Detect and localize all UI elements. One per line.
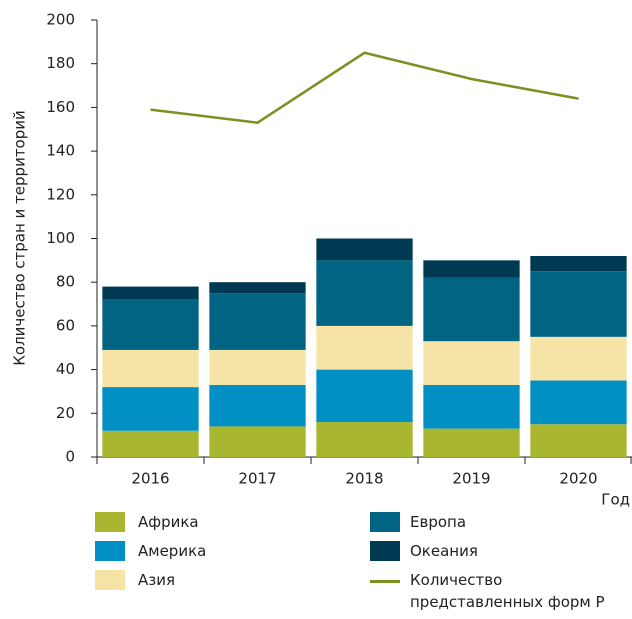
bar-segment: [423, 428, 520, 457]
bar-segment: [102, 299, 199, 350]
x-tick-label: 2016: [131, 470, 169, 488]
x-tick-label: 2018: [345, 470, 383, 488]
y-tick-label: 20: [56, 404, 75, 422]
bar-segment: [209, 293, 306, 350]
bar-segment: [423, 260, 520, 278]
y-tick-label: 180: [46, 54, 75, 72]
line-series: [150, 51, 579, 124]
bar-segment: [316, 325, 413, 370]
bar-segment: [209, 426, 306, 457]
legend-label: Азия: [138, 571, 176, 589]
y-tick-label: 60: [56, 316, 75, 334]
bar-segment: [102, 387, 199, 431]
y-tick-label: 100: [46, 229, 75, 247]
legend-label: Океания: [410, 542, 478, 560]
y-tick-label: 80: [56, 273, 75, 291]
legend-label: Европа: [410, 513, 467, 531]
bar-segment: [530, 424, 627, 457]
bar-segment: [530, 380, 627, 425]
bar-segment: [423, 277, 520, 342]
legend-label: Америка: [138, 542, 207, 560]
y-tick-label: 140: [46, 142, 75, 160]
bar-segment: [209, 349, 306, 385]
bar-segment: [316, 422, 413, 457]
bar-segment: [102, 430, 199, 457]
bar-segment: [102, 286, 199, 300]
y-tick-label: 0: [65, 448, 75, 466]
bar-segment: [102, 349, 199, 388]
bar-segment: [209, 384, 306, 427]
bar-segment: [530, 336, 627, 381]
bar-segment: [530, 271, 627, 337]
bar-segment: [423, 384, 520, 429]
bar-segment: [530, 255, 627, 272]
legend-label: Количество представленных форм Р: [410, 571, 605, 611]
y-tick-label: 40: [56, 360, 75, 378]
legend-swatch: [95, 570, 125, 590]
legend-swatch: [370, 512, 400, 532]
bar-segment: [316, 369, 413, 423]
legend-swatch: [370, 580, 400, 583]
legend-swatch: [95, 512, 125, 532]
legend-swatch: [95, 541, 125, 561]
legend-label: Африка: [138, 513, 199, 531]
x-tick-label: 2019: [452, 470, 490, 488]
x-tick-label: 2017: [238, 470, 276, 488]
bar-segment: [316, 260, 413, 326]
bar-segment: [209, 282, 306, 294]
legend-swatch: [370, 541, 400, 561]
y-tick-label: 120: [46, 185, 75, 203]
x-tick-label: 2020: [559, 470, 597, 488]
bar-segment: [316, 238, 413, 261]
y-tick-label: 160: [46, 98, 75, 116]
bar-segment: [423, 341, 520, 385]
y-tick-label: 200: [46, 11, 75, 29]
x-axis-label: Год: [601, 491, 630, 509]
y-axis-label: Количество стран и территорий: [11, 110, 29, 366]
